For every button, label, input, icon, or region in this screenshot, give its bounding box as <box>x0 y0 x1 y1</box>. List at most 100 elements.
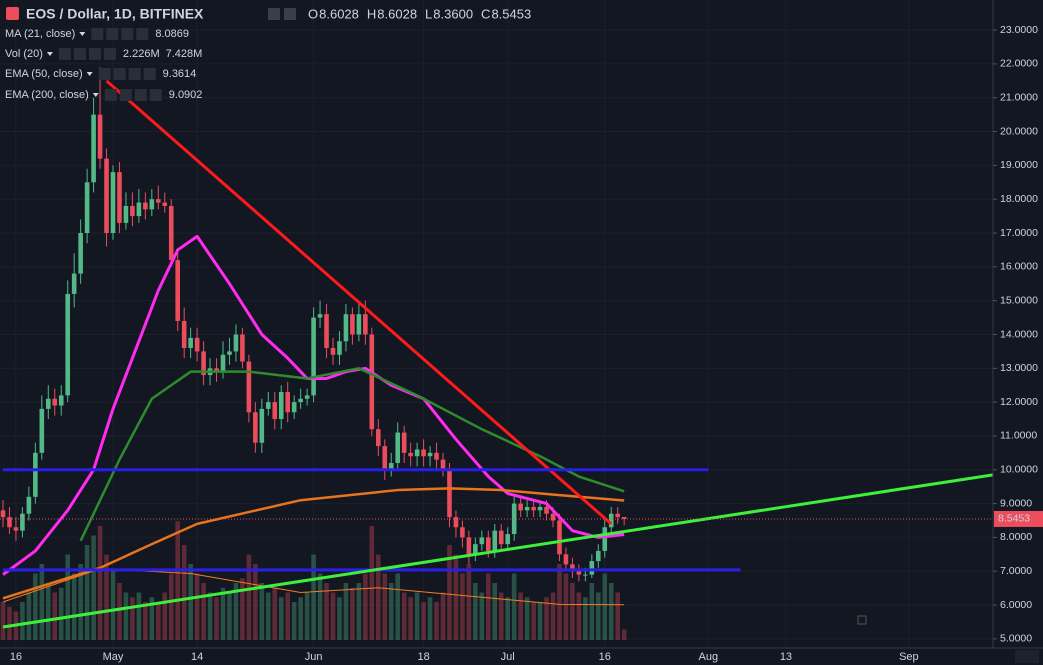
volume-bar <box>194 573 200 640</box>
settings-icon[interactable] <box>268 8 280 20</box>
candle-body <box>453 517 459 528</box>
dropdown-arrow[interactable] <box>79 32 86 36</box>
volume-bar <box>233 583 239 640</box>
candle-body <box>168 205 174 261</box>
ohlc-value: 8.3600 <box>433 6 473 21</box>
indicator-value: 8.0869 <box>155 28 189 40</box>
legend-icon[interactable] <box>104 89 117 101</box>
legend-icon[interactable] <box>88 48 101 60</box>
candle-body <box>531 506 536 511</box>
volume-bar <box>84 545 90 640</box>
candle-body <box>291 402 297 413</box>
legend-icon[interactable] <box>134 89 147 101</box>
legend-icon[interactable] <box>149 89 162 101</box>
volume-bar <box>550 592 556 640</box>
y-tick-label: 5.0000 <box>1000 633 1032 645</box>
volume-bar <box>201 583 206 640</box>
volume-bar <box>91 535 96 640</box>
volume-bar <box>39 564 45 640</box>
candle-body <box>324 314 329 349</box>
volume-bar <box>453 554 459 640</box>
volume-bar <box>570 583 575 640</box>
legend-icon[interactable] <box>136 28 149 40</box>
candle-body <box>434 452 439 460</box>
candle-body <box>615 513 621 518</box>
volume-bar <box>317 573 323 640</box>
y-tick-label: 13.0000 <box>1000 362 1038 374</box>
candle-body <box>421 449 426 457</box>
hide-icon[interactable] <box>284 8 296 20</box>
candle-body <box>20 513 25 531</box>
volume-bar <box>473 583 478 640</box>
candle-body <box>557 520 562 555</box>
candle-body <box>602 527 608 551</box>
volume-bar <box>343 583 349 640</box>
pane-button[interactable] <box>857 615 867 625</box>
y-tick-label: 11.0000 <box>1000 430 1037 442</box>
candle-body <box>278 391 284 420</box>
y-tick-label: 14.0000 <box>1000 328 1038 340</box>
dropdown-arrow[interactable] <box>86 72 93 76</box>
candle-body <box>91 114 96 183</box>
legend-icon[interactable] <box>98 68 111 80</box>
candle-body <box>136 202 142 217</box>
volume-bar <box>330 592 336 640</box>
volume-bar <box>304 592 310 640</box>
dropdown-arrow[interactable] <box>92 93 99 97</box>
volume-bar <box>531 602 536 640</box>
y-tick-label: 7.0000 <box>1000 565 1032 577</box>
candle-body <box>45 398 51 409</box>
legend-icon[interactable] <box>128 68 141 80</box>
symbol-icon[interactable] <box>6 7 19 20</box>
candle-body <box>201 351 206 376</box>
volume-bar <box>479 592 485 640</box>
candle-body <box>0 510 6 518</box>
candle-body <box>414 449 420 457</box>
indicator-line <box>2 487 625 600</box>
candle-body <box>395 432 401 464</box>
volume-bar <box>33 573 38 640</box>
candle-body <box>498 530 504 545</box>
volume-bar <box>162 592 168 640</box>
candle-body <box>149 199 155 210</box>
legend-icon[interactable] <box>121 28 134 40</box>
dropdown-arrow[interactable] <box>46 52 53 56</box>
x-tick-label: Aug <box>699 651 719 663</box>
legend-icon[interactable] <box>91 28 104 40</box>
volume-bar <box>259 583 265 640</box>
symbol-title: EOS / Dollar, 1D, BITFINEX <box>26 6 204 22</box>
legend-icon[interactable] <box>113 68 126 80</box>
volume-bar <box>492 583 498 640</box>
candle-body <box>162 202 168 206</box>
volume-bar <box>447 545 452 640</box>
legend-icon[interactable] <box>106 28 119 40</box>
candle-body <box>570 564 575 572</box>
legend-icon[interactable] <box>143 68 156 80</box>
volume-bar <box>0 602 6 640</box>
volume-bar <box>278 597 284 640</box>
volume-bar <box>214 597 219 640</box>
legend-icon[interactable] <box>119 89 132 101</box>
volume-bar <box>246 554 252 640</box>
legend-icon[interactable] <box>58 48 71 60</box>
x-tick-label: Jun <box>305 651 323 663</box>
indicator-value: 2.226M <box>123 48 160 60</box>
volume-bar <box>388 583 394 640</box>
legend-icon[interactable] <box>103 48 116 60</box>
candle-body <box>194 337 200 352</box>
scale-button[interactable] <box>1015 650 1039 663</box>
candle-body <box>39 408 45 453</box>
indicator-line <box>79 367 625 542</box>
volume-bar <box>175 521 181 640</box>
volume-bar <box>291 602 297 640</box>
candle-body <box>84 182 90 234</box>
volume-bar <box>155 602 161 640</box>
y-tick-label: 12.0000 <box>1000 396 1038 408</box>
volume-bar <box>123 592 129 640</box>
legend: EOS / Dollar, 1D, BITFINEX O 8.6028 H 8.602… <box>5 6 531 101</box>
y-tick-label: 15.0000 <box>1000 294 1038 306</box>
volume-bar <box>544 597 549 640</box>
legend-icon[interactable] <box>73 48 86 60</box>
volume-bar <box>563 573 569 640</box>
